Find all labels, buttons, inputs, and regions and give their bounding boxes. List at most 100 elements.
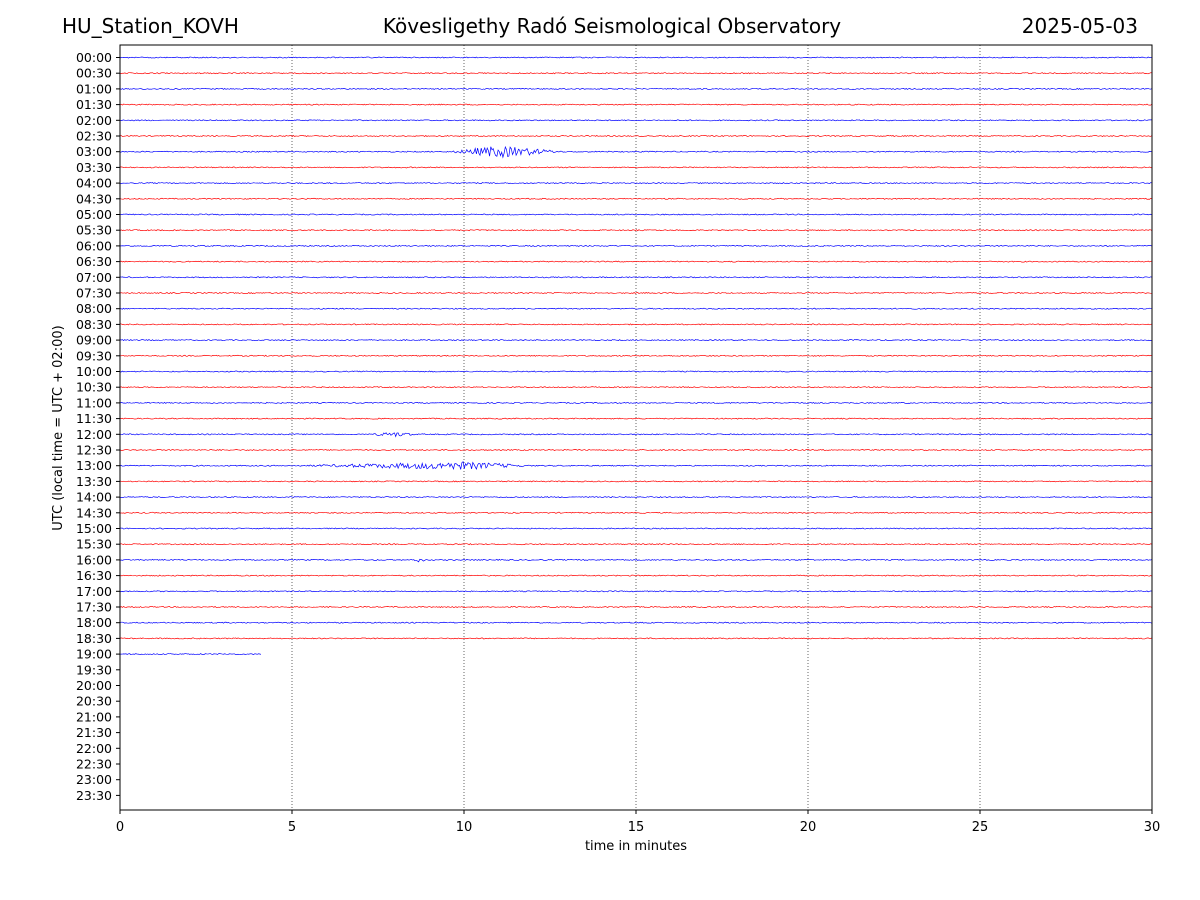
y-tick-label: 01:30: [76, 97, 112, 112]
vertical-gridlines: [291, 45, 981, 810]
trace-0000: [119, 56, 1152, 59]
trace-0230: [119, 135, 1152, 138]
y-tick-label: 13:00: [76, 458, 112, 473]
y-tick-label: 00:00: [76, 50, 112, 65]
y-tick-label: 08:30: [76, 317, 112, 332]
y-tick-label: 09:30: [76, 348, 112, 363]
y-tick-label: 22:30: [76, 757, 112, 772]
y-tick-label: 10:30: [76, 380, 112, 395]
trace-0830: [119, 323, 1152, 326]
y-tick-label: 15:00: [76, 521, 112, 536]
y-tick-label: 07:00: [76, 270, 112, 285]
trace-1300: [119, 461, 1152, 471]
y-tick-label: 20:00: [76, 678, 112, 693]
y-axis-label: UTC (local time = UTC + 02:00): [51, 325, 66, 530]
trace-0100: [119, 87, 1152, 90]
trace-0500: [119, 213, 1152, 216]
trace-1400: [119, 496, 1152, 499]
y-tick-label: 20:30: [76, 694, 112, 709]
y-tick-label: 18:00: [76, 615, 112, 630]
y-tick-label: 05:00: [76, 207, 112, 222]
trace-1600: [119, 558, 1152, 563]
trace-0630: [119, 260, 1152, 263]
trace-1330: [119, 480, 1152, 483]
y-tick-label: 10:00: [76, 364, 112, 379]
trace-1200: [119, 432, 1152, 438]
y-tick-label: 22:00: [76, 741, 112, 756]
x-tick-label: 0: [116, 820, 124, 835]
y-tick-label: 02:30: [76, 129, 112, 144]
trace-0400: [119, 182, 1152, 185]
y-tick-label: 16:30: [76, 568, 112, 583]
x-tick-label: 30: [1144, 820, 1161, 835]
trace-0530: [119, 229, 1152, 232]
y-tick-label: 01:00: [76, 81, 112, 96]
y-tick-label: 19:00: [76, 647, 112, 662]
trace-1130: [119, 417, 1152, 420]
y-tick-label: 07:30: [76, 286, 112, 301]
trace-0930: [119, 354, 1152, 357]
trace-0800: [119, 307, 1152, 310]
y-tick-label: 11:00: [76, 395, 112, 410]
trace-0430: [119, 197, 1152, 200]
y-tick-label: 12:00: [76, 427, 112, 442]
trace-1030: [119, 386, 1152, 389]
trace-0300: [119, 145, 1152, 159]
trace-1530: [119, 543, 1152, 546]
y-tick-label: 08:00: [76, 301, 112, 316]
x-tick-label: 10: [456, 820, 473, 835]
trace-1500: [119, 527, 1152, 530]
trace-1730: [119, 606, 1152, 609]
trace-1100: [119, 401, 1152, 404]
y-tick-label: 15:30: [76, 537, 112, 552]
trace-0030: [119, 72, 1152, 75]
y-tick-label: 00:30: [76, 66, 112, 81]
y-tick-label: 23:30: [76, 788, 112, 803]
trace-0730: [119, 292, 1152, 294]
y-tick-label: 13:30: [76, 474, 112, 489]
trace-0130: [119, 103, 1153, 106]
y-tick-label: 23:00: [76, 772, 112, 787]
x-tick-label: 20: [800, 820, 817, 835]
trace-1830: [119, 637, 1152, 640]
y-tick-label: 04:00: [76, 176, 112, 191]
trace-1430: [119, 511, 1152, 514]
trace-1700: [119, 590, 1152, 593]
trace-1000: [119, 370, 1152, 373]
trace-1900: [119, 653, 262, 656]
y-tick-label: 14:30: [76, 505, 112, 520]
x-tick-label: 5: [288, 820, 296, 835]
trace-0330: [119, 166, 1152, 169]
record-date: 2025-05-03: [1021, 14, 1138, 38]
y-axis-ticks: 00:0000:3001:0001:3002:0002:3003:0003:30…: [76, 50, 120, 803]
y-tick-label: 05:30: [76, 223, 112, 238]
trace-0200: [119, 119, 1152, 122]
trace-1800: [119, 621, 1152, 624]
observatory-title: Kövesligethy Radó Seismological Observat…: [382, 14, 842, 38]
y-tick-label: 17:00: [76, 584, 112, 599]
trace-0600: [119, 244, 1152, 247]
x-axis-ticks: 0 5 10 15 20 25 30: [116, 810, 1160, 835]
station-name: HU_Station_KOVH: [62, 14, 239, 38]
y-tick-label: 09:00: [76, 333, 112, 348]
y-tick-label: 03:00: [76, 144, 112, 159]
y-tick-label: 17:30: [76, 600, 112, 615]
y-tick-label: 04:30: [76, 191, 112, 206]
seismic-traces: [119, 56, 1153, 656]
y-tick-label: 21:30: [76, 725, 112, 740]
y-tick-label: 19:30: [76, 662, 112, 677]
y-tick-label: 18:30: [76, 631, 112, 646]
y-tick-label: 21:00: [76, 709, 112, 724]
x-tick-label: 15: [628, 820, 645, 835]
y-tick-label: 03:30: [76, 160, 112, 175]
trace-0900: [119, 339, 1152, 342]
x-axis-label: time in minutes: [585, 839, 687, 854]
y-tick-label: 06:30: [76, 254, 112, 269]
trace-1230: [119, 449, 1153, 451]
trace-0700: [119, 276, 1152, 279]
y-tick-label: 12:30: [76, 443, 112, 458]
y-tick-label: 11:30: [76, 411, 112, 426]
trace-1630: [119, 574, 1152, 577]
y-tick-label: 06:00: [76, 238, 112, 253]
